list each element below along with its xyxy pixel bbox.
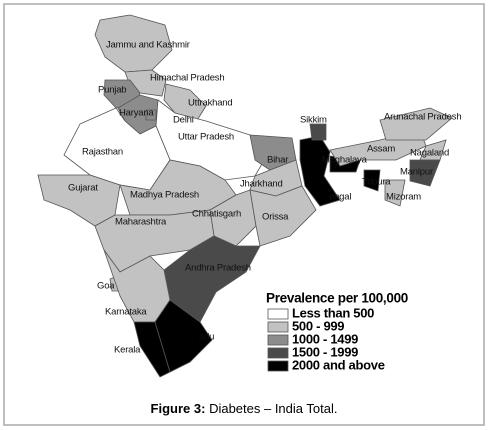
caption-text: Diabetes – India Total.: [209, 401, 337, 416]
region-label: Goa: [97, 281, 115, 292]
region-label: Bihar: [267, 155, 288, 166]
region-label: Uttrakhand: [188, 98, 232, 109]
region: [384, 179, 406, 207]
region-label: Rajasthan: [82, 147, 123, 158]
region-label: adu: [199, 332, 214, 343]
region: [145, 109, 157, 121]
legend-swatch: [267, 360, 289, 372]
region-label: Tripura: [362, 177, 391, 188]
legend-swatch: [267, 321, 289, 333]
region-label: Punjab: [98, 85, 126, 96]
region: [379, 107, 453, 141]
region-label: Orissa: [262, 212, 289, 223]
region-label: Andhra Pradesh: [185, 263, 251, 274]
caption: Figure 3: Diabetes – India Total.: [151, 401, 338, 416]
region-label: Karnataka: [105, 307, 147, 318]
region: [409, 159, 441, 187]
region-label: Himachal Pradesh: [150, 73, 224, 84]
region-label: Meghalaya: [322, 155, 368, 166]
region-label: Arunachal Pradesh: [384, 112, 461, 123]
region-label: Haryana: [119, 108, 154, 119]
region-label: Maharashtra: [115, 217, 167, 228]
region-label: engal: [329, 192, 351, 203]
region-label: Mizoram: [386, 192, 421, 203]
region: [309, 123, 327, 141]
map: Jammu and Kashmir Himachal Pradesh Punjab H…: [37, 14, 462, 378]
legend-swatch: [267, 308, 289, 320]
legend-swatch: [267, 347, 289, 359]
region-label: Chhatisgarh: [192, 209, 241, 220]
region-label: Uttar Pradesh: [178, 132, 234, 143]
legend-label: 2000 and above: [292, 357, 385, 372]
region-label: Gujarat: [68, 183, 98, 194]
legend-label: 1000 - 1499: [292, 331, 358, 346]
legend-label: 500 - 999: [292, 318, 344, 333]
region-label: Nagaland: [410, 148, 449, 159]
legend-label: 1500 - 1999: [292, 344, 358, 359]
region-label: Madhya Pradesh: [130, 190, 199, 201]
legend: Prevalence per 100,000 Less than 500500 …: [266, 291, 408, 373]
legend-title: Prevalence per 100,000: [266, 291, 408, 306]
region-label: Kerala: [114, 345, 141, 356]
region-label: Delhi: [173, 115, 194, 126]
region-label: Manipur: [400, 167, 433, 178]
region-label: Jharkhand: [240, 179, 283, 190]
region: [133, 321, 171, 378]
legend-label: Less than 500: [292, 305, 374, 320]
region-label: Jammu and Kashmir: [106, 40, 190, 51]
legend-swatch: [267, 334, 289, 346]
region-label: Sikkim: [300, 115, 327, 126]
region: [363, 169, 381, 192]
region: [154, 299, 213, 373]
caption-label: Figure 3:: [151, 401, 206, 416]
region: [299, 135, 341, 207]
region: [249, 185, 317, 247]
region-label: Assam: [367, 144, 395, 155]
